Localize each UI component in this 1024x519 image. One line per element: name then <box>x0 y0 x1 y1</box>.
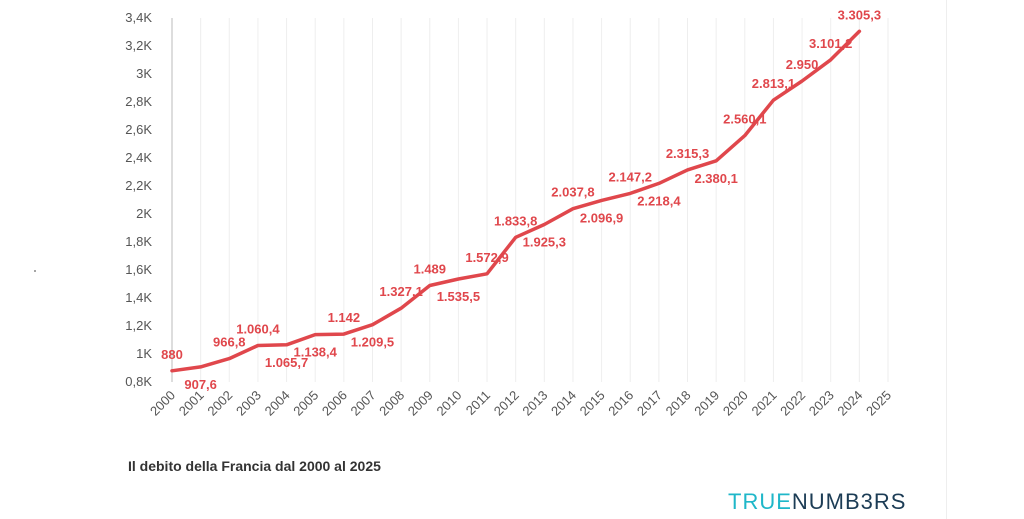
data-label: 2.813,1 <box>752 76 795 91</box>
x-tick-label: 2010 <box>433 388 464 419</box>
x-tick-label: 2018 <box>663 388 694 419</box>
chart-caption: Il debito della Francia dal 2000 al 2025 <box>128 458 381 474</box>
x-tick-label: 2009 <box>405 388 436 419</box>
data-label: 1.060,4 <box>236 322 280 337</box>
x-tick-label: 2015 <box>577 388 608 419</box>
data-label: 1.833,8 <box>494 213 537 228</box>
data-label: 2.315,3 <box>666 146 709 161</box>
data-label: 1.572,9 <box>465 250 508 265</box>
data-label: 2.037,8 <box>551 185 594 200</box>
data-label: 2.218,4 <box>637 193 681 208</box>
y-tick-label: 1,8K <box>125 234 152 249</box>
y-tick-label: 0,8K <box>125 374 152 389</box>
x-tick-label: 2023 <box>806 388 837 419</box>
x-tick-label: 2019 <box>691 388 722 419</box>
data-label: 2.380,1 <box>694 171 737 186</box>
x-tick-label: 2001 <box>176 388 207 419</box>
y-tick-label: 1,6K <box>125 262 152 277</box>
x-tick-label: 2012 <box>491 388 522 419</box>
x-tick-label: 2021 <box>749 388 780 419</box>
x-tick-label: 2020 <box>720 388 751 419</box>
y-tick-label: 1,2K <box>125 318 152 333</box>
x-tick-label: 2025 <box>863 388 894 419</box>
data-label: 3.305,3 <box>838 7 881 22</box>
x-tick-label: 2000 <box>147 388 178 419</box>
x-tick-label: 2016 <box>605 388 636 419</box>
data-label: 880 <box>161 347 183 362</box>
data-label: 1.925,3 <box>523 234 566 249</box>
x-tick-label: 2013 <box>519 388 550 419</box>
y-tick-label: 1,4K <box>125 290 152 305</box>
x-tick-label: 2022 <box>777 388 808 419</box>
data-label: 907,6 <box>184 377 217 392</box>
data-label: 2.096,9 <box>580 210 623 225</box>
data-label: 1.535,5 <box>437 289 480 304</box>
data-label: 3.101,2 <box>809 36 852 51</box>
data-label: 2.950 <box>786 57 819 72</box>
data-label: 2.560,1 <box>723 112 766 127</box>
data-label: 1.065,7 <box>265 355 308 370</box>
data-label: 2.147,2 <box>609 169 652 184</box>
x-tick-label: 2003 <box>233 388 264 419</box>
y-tick-label: 3,4K <box>125 10 152 25</box>
data-label: 1.327,1 <box>379 284 422 299</box>
x-axis: 2000200120022003200420052006200720082009… <box>147 388 894 419</box>
y-tick-label: 3K <box>136 66 152 81</box>
y-tick-label: 2,6K <box>125 122 152 137</box>
data-label: 1.209,5 <box>351 335 394 350</box>
x-tick-label: 2024 <box>834 388 865 419</box>
x-tick-label: 2011 <box>463 388 493 418</box>
y-tick-label: 2,4K <box>125 150 152 165</box>
x-tick-label: 2017 <box>634 388 665 419</box>
page-divider <box>946 0 947 519</box>
y-tick-label: 3,2K <box>125 38 152 53</box>
x-tick-label: 2014 <box>548 388 579 419</box>
data-label: 1.142 <box>328 310 361 325</box>
grid <box>171 18 889 382</box>
x-tick-label: 2005 <box>290 388 321 419</box>
data-label: 1.138,4 <box>294 345 338 360</box>
brand-logo: TRUENUMB3RS <box>728 489 906 515</box>
x-tick-label: 2006 <box>319 388 350 419</box>
y-tick-label: 1K <box>136 346 152 361</box>
series-line <box>170 29 862 373</box>
data-label: 966,8 <box>213 335 246 350</box>
brand-logo-part2: NUMB3RS <box>791 489 907 514</box>
x-tick-label: 2008 <box>376 388 407 419</box>
stray-dot <box>34 270 36 272</box>
y-axis: 0,8K 1K 1,2K 1,4K 1,6K 1,8K 2K 2,2K 2,4K 2,6K 2,8K… <box>125 10 152 389</box>
y-tick-label: 2,8K <box>125 94 152 109</box>
y-tick-label: 2,2K <box>125 178 152 193</box>
data-label: 1.489 <box>413 262 446 277</box>
y-tick-label: 2K <box>136 206 152 221</box>
x-tick-label: 2007 <box>348 388 379 419</box>
x-tick-label: 2004 <box>262 388 293 419</box>
brand-logo-part1: TRUE <box>728 489 792 514</box>
x-tick-label: 2002 <box>204 388 235 419</box>
